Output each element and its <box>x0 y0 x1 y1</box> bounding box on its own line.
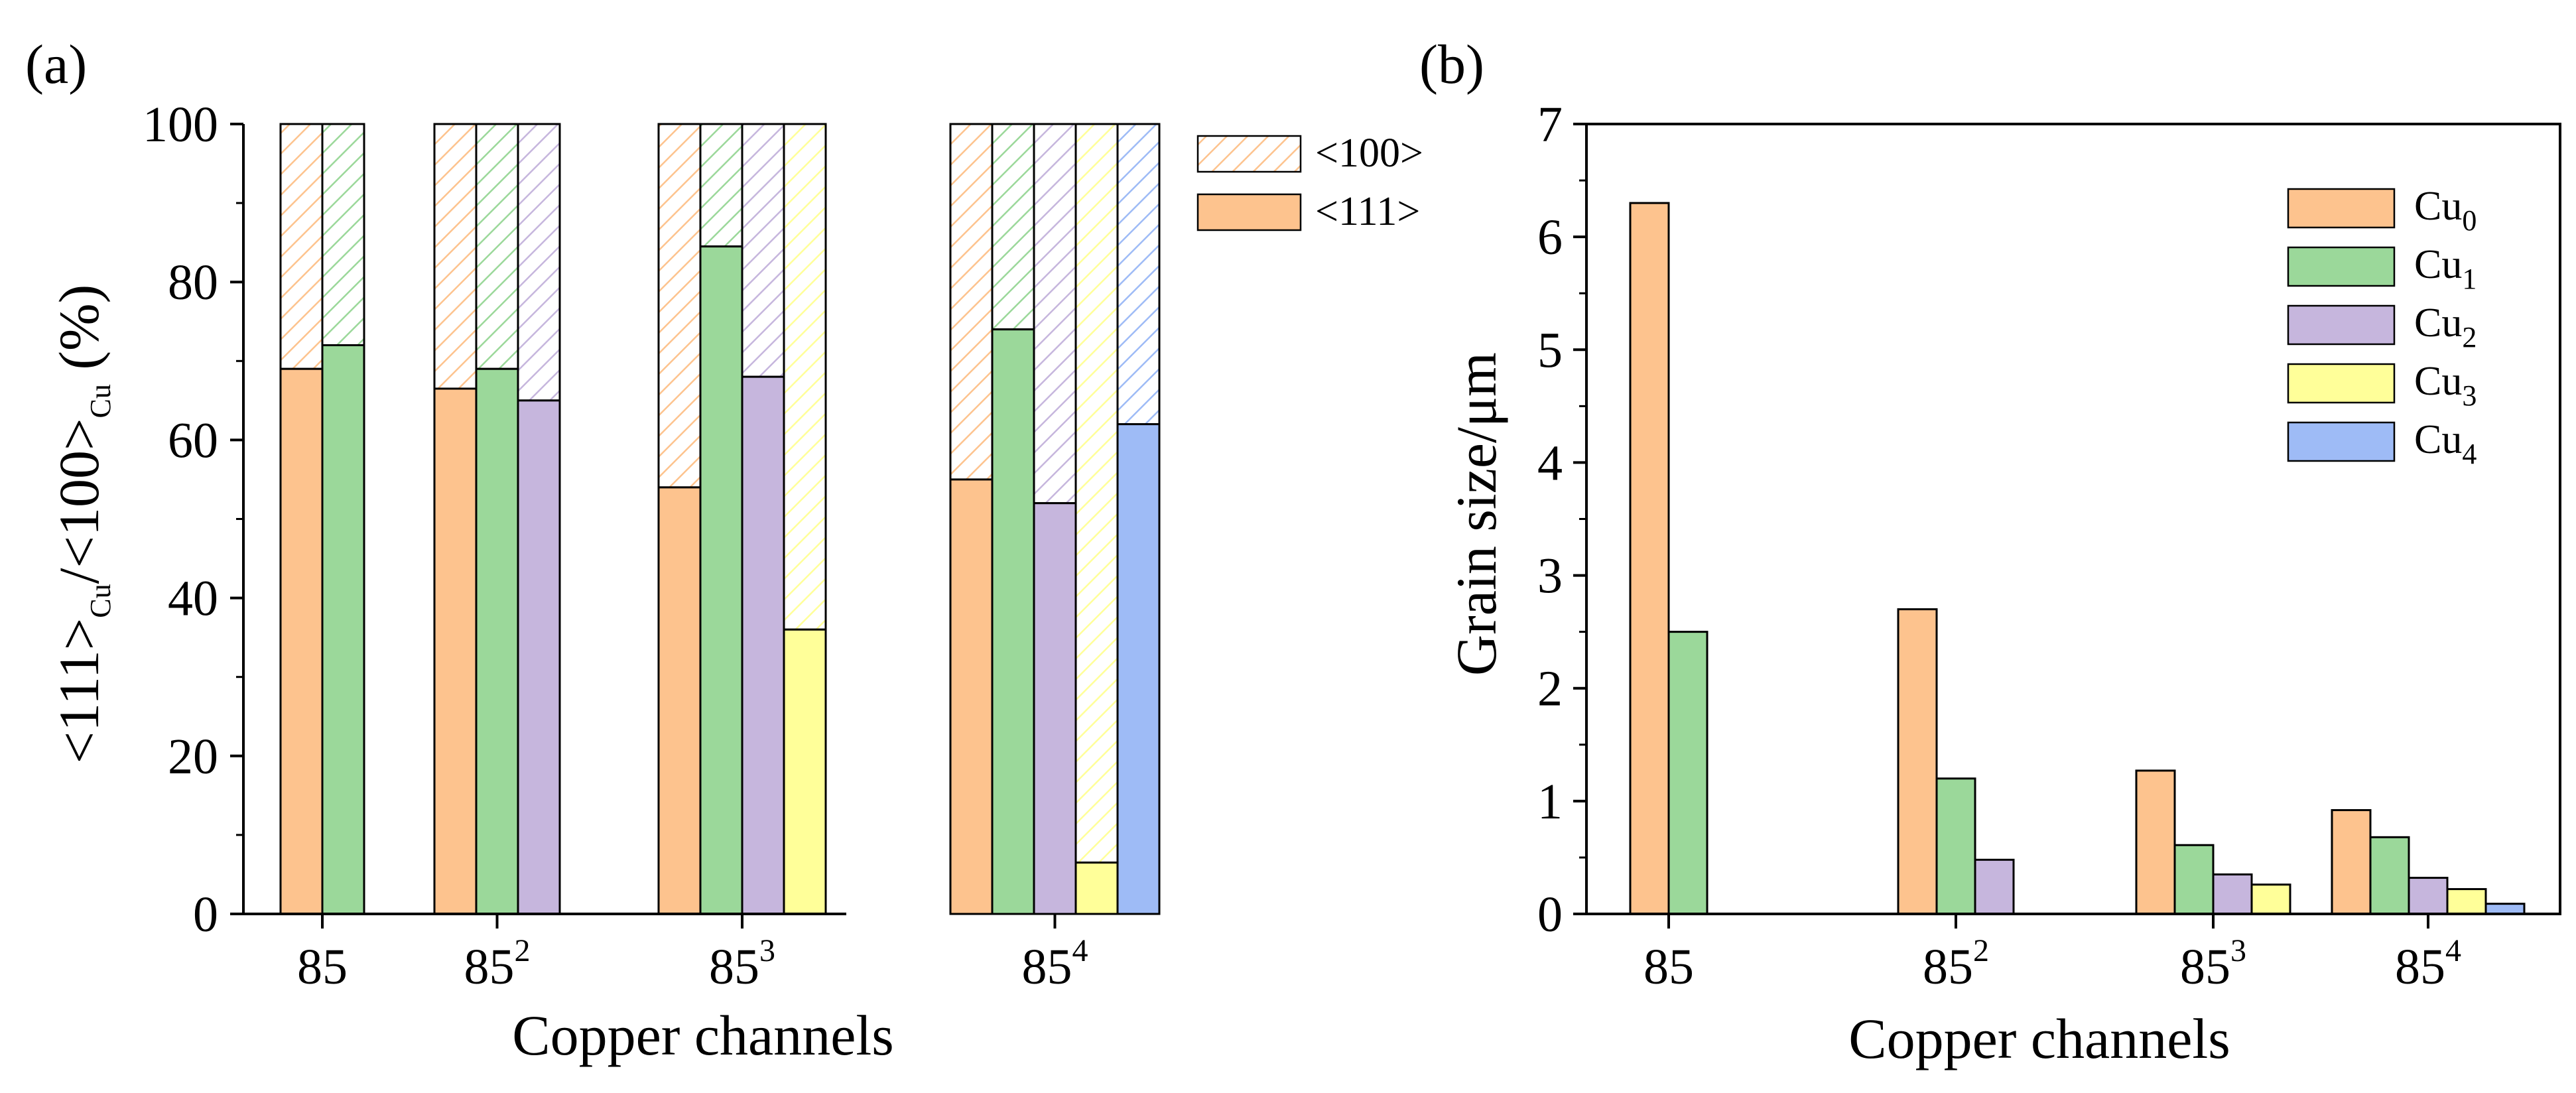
b-x-tick-label: 852 <box>1923 933 1989 995</box>
bar-a-2-Cu0-100 <box>433 123 478 390</box>
panel-b-x-axis-title: Copper channels <box>1848 1007 2230 1070</box>
bar-a-3-Cu1-100 <box>699 123 743 248</box>
panel-b-label: (b) <box>1419 34 1484 96</box>
bar-b-4-Cu1 <box>2369 836 2410 915</box>
b-x-tick-label: 85 <box>1643 939 1694 995</box>
b-y-tick-label: 4 <box>1537 435 1563 491</box>
panel-a-legend: <100> <111> <box>1196 131 1423 234</box>
panel-a-label: (a) <box>25 34 87 96</box>
b-y-tick-label: 2 <box>1537 661 1563 717</box>
bar-a-4-Cu1-111 <box>991 328 1035 915</box>
legend-a-swatch-2 <box>1196 193 1302 231</box>
a-y-tick-label: 0 <box>193 887 218 942</box>
panel-a: (a) 85 852 853 854 0 20 40 60 80 100 <111>Cu/<100… <box>25 34 1423 1067</box>
bar-b-1-Cu0 <box>1629 202 1670 915</box>
panel-b-axes: 85 852 853 854 0 1 2 3 4 5 6 7 <box>1537 97 2561 995</box>
bar-a-2-Cu1-100 <box>475 123 519 370</box>
bar-a-4-Cu2-100 <box>1033 123 1077 505</box>
legend-b-swatch-Cu3 <box>2287 363 2396 404</box>
panel-a-y-axis-title: <111>Cu/<100>Cu (%) <box>47 285 117 764</box>
bar-a-4-Cu1-100 <box>991 123 1035 331</box>
legend-b-swatch-Cu2 <box>2287 304 2396 346</box>
bar-a-1-Cu1-111 <box>321 344 365 915</box>
b-y-tick-label: 3 <box>1537 548 1563 604</box>
bar-a-4-Cu2-111 <box>1033 502 1077 915</box>
legend-a-swatch-1 <box>1196 135 1302 173</box>
bar-a-3-Cu2-111 <box>741 375 785 915</box>
b-y-tick-label: 0 <box>1537 887 1563 942</box>
a-y-tick-label: 100 <box>143 97 218 153</box>
bar-a-3-Cu2-100 <box>741 123 785 378</box>
a-y-tick-label: 20 <box>168 729 218 785</box>
legend-b-label-Cu2: Cu2 <box>2414 300 2477 354</box>
panel-b-y-axis-title: Grain size/μm <box>1445 352 1508 676</box>
bar-a-1-Cu1-100 <box>321 123 365 346</box>
legend-b-label-Cu1: Cu1 <box>2414 242 2477 295</box>
bar-b-4-Cu4 <box>2484 903 2526 915</box>
bar-a-4-Cu3-111 <box>1074 862 1119 915</box>
bar-b-3-Cu3 <box>2250 883 2291 915</box>
panel-a-x-axis-title: Copper channels <box>512 1003 894 1067</box>
bar-a-3-Cu0-111 <box>657 486 702 915</box>
b-y-tick-label: 5 <box>1537 322 1563 378</box>
a-y-tick-label: 40 <box>168 571 218 627</box>
bar-b-4-Cu3 <box>2446 888 2487 915</box>
a-y-tick-label: 80 <box>168 255 218 310</box>
bar-a-2-Cu1-111 <box>475 367 519 915</box>
legend-b-label-Cu4: Cu4 <box>2414 417 2477 470</box>
panel-a-axes: 85 852 853 854 0 20 40 60 80 100 <box>143 97 1088 995</box>
a-y-tick-label: 60 <box>168 413 218 468</box>
bar-a-3-Cu3-100 <box>783 123 827 631</box>
legend-b-swatch-Cu1 <box>2287 246 2396 287</box>
legend-b-label-Cu0: Cu0 <box>2414 184 2477 237</box>
bar-b-3-Cu0 <box>2135 769 2176 915</box>
bar-a-1-Cu0-111 <box>279 367 324 915</box>
bar-b-3-Cu1 <box>2173 844 2215 915</box>
panel-a-bars <box>279 123 1161 915</box>
panel-b: (b) 85 852 853 854 0 1 2 3 4 5 6 7 Grain size/μm Co… <box>1419 34 2561 1070</box>
bar-a-1-Cu0-100 <box>279 123 324 370</box>
legend-b-label-Cu3: Cu3 <box>2414 359 2477 412</box>
bar-a-4-Cu0-100 <box>949 123 994 481</box>
a-x-tick-label: 85 <box>297 939 348 995</box>
bar-a-4-Cu4-111 <box>1116 423 1161 915</box>
bar-a-2-Cu2-100 <box>517 123 561 402</box>
b-y-tick-label: 6 <box>1537 210 1563 265</box>
bar-b-2-Cu2 <box>1974 858 2015 915</box>
bar-a-4-Cu3-100 <box>1074 123 1119 864</box>
legend-a-label-1: <100> <box>1315 131 1423 176</box>
a-x-tick-label: 852 <box>464 933 531 995</box>
legend-a-label-2: <111> <box>1315 189 1420 234</box>
bar-a-2-Cu2-111 <box>517 399 561 915</box>
b-x-tick-label: 854 <box>2395 933 2461 995</box>
legend-b-swatch-Cu4 <box>2287 421 2396 462</box>
bar-b-1-Cu1 <box>1667 631 1708 915</box>
bar-b-2-Cu1 <box>1935 777 1976 915</box>
a-x-tick-label: 853 <box>709 933 775 995</box>
bar-a-3-Cu1-111 <box>699 245 743 915</box>
bar-b-4-Cu0 <box>2331 808 2372 915</box>
bar-b-2-Cu0 <box>1897 608 1938 915</box>
bar-a-3-Cu3-111 <box>783 628 827 915</box>
b-y-tick-label: 1 <box>1537 774 1563 830</box>
bar-b-3-Cu2 <box>2212 873 2253 915</box>
bar-a-2-Cu0-111 <box>433 387 478 915</box>
bar-a-4-Cu0-111 <box>949 478 994 915</box>
b-x-tick-label: 853 <box>2180 933 2246 995</box>
bar-b-4-Cu2 <box>2408 877 2449 915</box>
legend-b-swatch-Cu0 <box>2287 188 2396 229</box>
bar-a-4-Cu4-100 <box>1116 123 1161 426</box>
bar-a-3-Cu0-100 <box>657 123 702 489</box>
a-x-tick-label: 854 <box>1022 933 1088 995</box>
b-y-tick-label: 7 <box>1537 97 1563 153</box>
